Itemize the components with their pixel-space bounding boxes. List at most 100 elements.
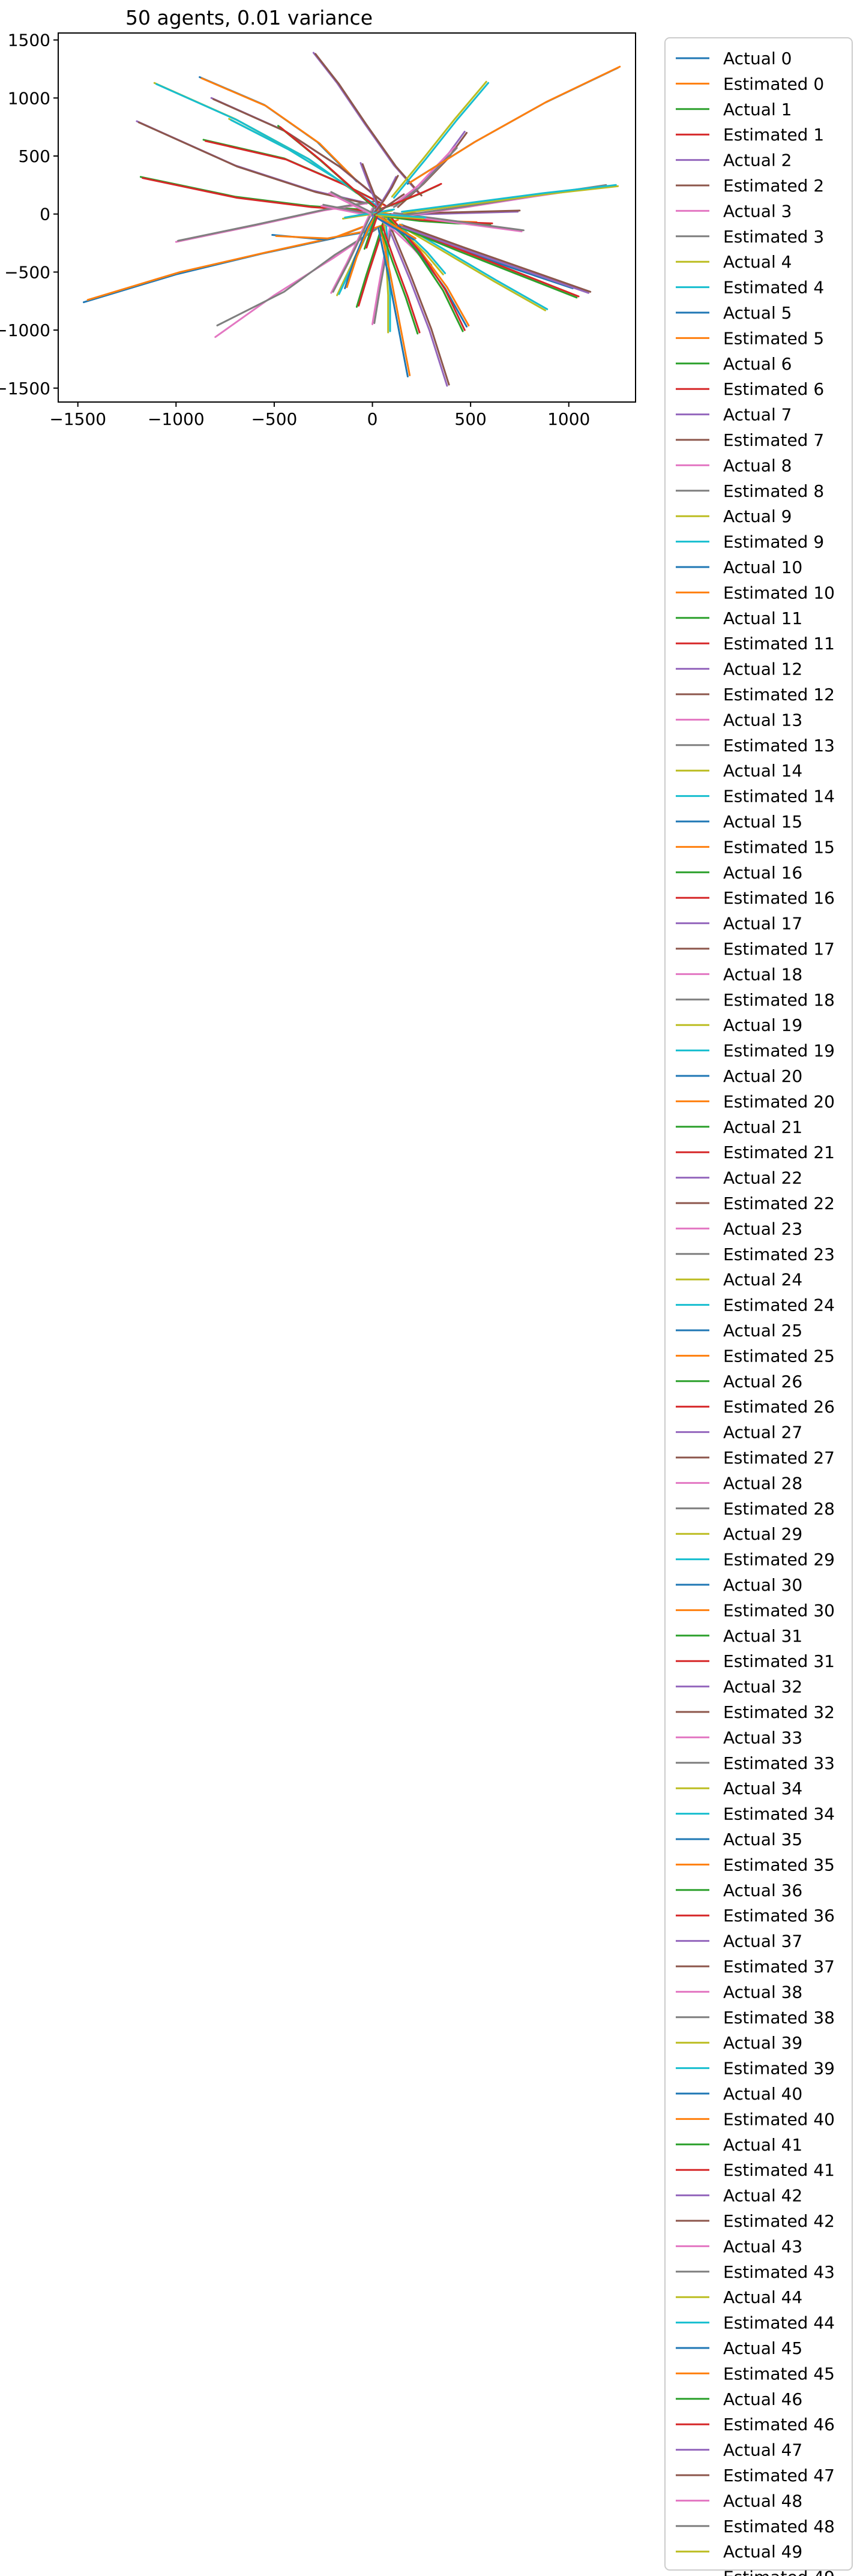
legend-entry: Estimated 33: [676, 1753, 835, 1773]
series-line-30: [344, 203, 382, 289]
legend-label: Estimated 10: [723, 583, 835, 602]
series-line-91: [373, 213, 416, 239]
y-tick-label: 1000: [8, 88, 50, 108]
legend-label: Actual 49: [723, 2542, 802, 2562]
legend-entry: Actual 1: [676, 100, 792, 119]
legend-entry: Estimated 29: [676, 1550, 835, 1570]
legend-entry: Actual 44: [676, 2287, 802, 2307]
legend-label: Actual 2: [723, 151, 792, 170]
series-line-25: [314, 53, 422, 197]
legend-label: Actual 21: [723, 1117, 802, 1137]
legend-entry: Actual 15: [676, 812, 802, 832]
legend: Actual 0 Estimated 0 Actual 1 Estimated 1 Ac…: [664, 37, 853, 2576]
legend-entry: Actual 25: [676, 1321, 802, 1341]
series-line-67: [393, 212, 525, 232]
legend-label: Estimated 28: [723, 1499, 835, 1519]
series-line-43: [381, 224, 421, 334]
legend-label: Actual 5: [723, 303, 792, 323]
legend-label: Estimated 34: [723, 1804, 835, 1824]
series-line-41: [379, 226, 411, 376]
legend-label: Estimated 49: [723, 2568, 835, 2576]
legend-entry: Estimated 0: [676, 74, 824, 94]
legend-label: Estimated 26: [723, 1397, 835, 1417]
x-tick-label: 1000: [547, 409, 590, 429]
legend-label: Actual 47: [723, 2440, 802, 2460]
series-line-27: [332, 206, 376, 293]
legend-label: Estimated 36: [723, 1906, 835, 1926]
series-line-85: [373, 175, 399, 214]
legend-entry: Actual 33: [676, 1728, 802, 1747]
legend-entry: Estimated 42: [676, 2211, 835, 2231]
legend-label: Estimated 37: [723, 1957, 835, 1977]
legend-label: Actual 26: [723, 1372, 802, 1392]
legend-entry: Actual 28: [676, 1473, 802, 1493]
legend-label: Actual 3: [723, 201, 792, 221]
legend-entry: Actual 40: [676, 2084, 802, 2104]
legend-label: Actual 16: [723, 863, 802, 883]
legend-entry: Estimated 10: [676, 583, 835, 602]
legend-entry: Actual 30: [676, 1575, 802, 1595]
legend-label: Estimated 12: [723, 685, 835, 704]
series-line-83: [381, 182, 442, 209]
legend-entry: Actual 46: [676, 2389, 802, 2409]
series-line-32: [355, 217, 385, 308]
legend-entry: Actual 47: [676, 2440, 802, 2460]
series-line-92: [363, 213, 377, 250]
legend-entry: Actual 0: [676, 49, 792, 68]
series-line-99: [377, 213, 427, 218]
legend-entry: Estimated 47: [676, 2466, 835, 2485]
x-tick-label: 0: [367, 409, 378, 429]
legend-entry: Estimated 18: [676, 990, 835, 1010]
legend-label: Estimated 17: [723, 939, 835, 959]
legend-label: Actual 36: [723, 1881, 802, 1900]
series-line-17: [216, 228, 377, 326]
legend-entry: Actual 48: [676, 2491, 802, 2511]
legend-entry: Estimated 31: [676, 1651, 835, 1671]
legend-label: Actual 40: [723, 2084, 802, 2104]
legend-entry: Actual 10: [676, 557, 802, 577]
legend-label: Actual 41: [723, 2135, 802, 2155]
legend-entry: Actual 29: [676, 1524, 802, 1544]
legend-entry: Estimated 32: [676, 1702, 835, 1722]
series-line-81: [409, 65, 621, 184]
legend-entry: Actual 21: [676, 1117, 802, 1137]
legend-entry: Estimated 8: [676, 481, 824, 501]
legend-label: Estimated 14: [723, 787, 835, 806]
legend-entry: Estimated 40: [676, 2109, 835, 2129]
legend-label: Actual 0: [723, 49, 792, 68]
x-tick-label: 500: [454, 409, 486, 429]
series-line-78: [403, 185, 619, 214]
series-line-15: [212, 98, 383, 202]
legend-entry: Actual 5: [676, 303, 792, 323]
legend-entry: Actual 22: [676, 1168, 802, 1188]
legend-label: Actual 18: [723, 964, 802, 984]
y-tick-label: −1500: [0, 379, 50, 398]
series-line-40: [377, 227, 409, 377]
legend-label: Actual 14: [723, 761, 802, 781]
legend-entry: Estimated 5: [676, 328, 824, 348]
legend-entry: Actual 45: [676, 2338, 802, 2358]
legend-label: Actual 10: [723, 557, 802, 577]
legend-entry: Actual 43: [676, 2236, 802, 2256]
series-line-72: [401, 227, 578, 299]
legend-entry: Actual 14: [676, 761, 802, 781]
legend-entry: Actual 13: [676, 710, 802, 730]
legend-entry: Estimated 24: [676, 1296, 835, 1315]
legend-entry: Estimated 17: [676, 939, 835, 959]
legend-entry: Estimated 48: [676, 2517, 835, 2536]
legend-entry: Actual 18: [676, 964, 802, 984]
y-tick-label: 500: [19, 146, 50, 166]
series-line-57: [393, 147, 458, 208]
series-line-42: [379, 226, 419, 335]
legend-label: Estimated 8: [723, 481, 824, 501]
series-line-1: [86, 226, 364, 301]
legend-label: Actual 1: [723, 100, 792, 119]
legend-label: Actual 4: [723, 252, 792, 272]
legend-entry: Estimated 11: [676, 634, 835, 653]
legend-entry: Estimated 36: [676, 1906, 835, 1926]
legend-label: Estimated 31: [723, 1651, 835, 1671]
legend-label: Estimated 4: [723, 278, 824, 298]
plot-frame: [58, 32, 636, 403]
legend-label: Estimated 0: [723, 74, 824, 94]
